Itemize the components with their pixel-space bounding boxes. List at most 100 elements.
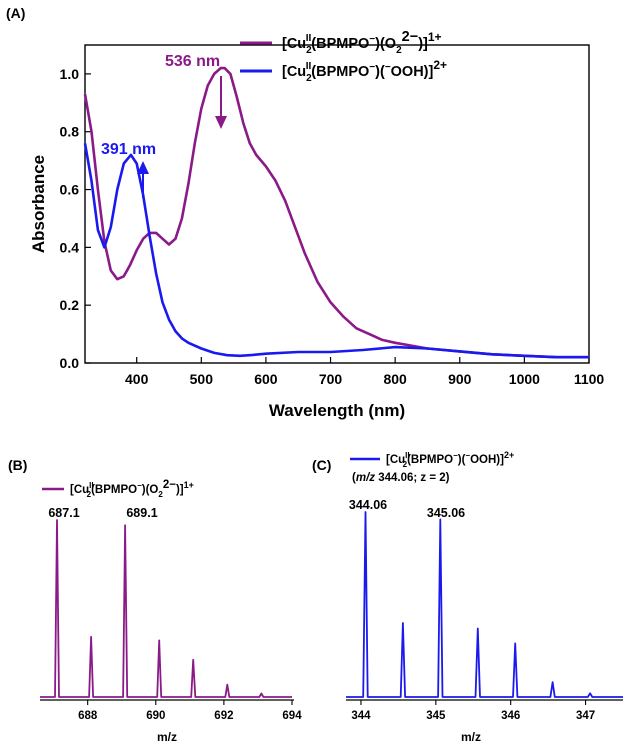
peak-label-687: 687.1 <box>48 506 79 520</box>
data-point <box>588 356 590 358</box>
panel-label-a: (A) <box>6 5 25 21</box>
peak-b <box>226 684 228 686</box>
peak-b <box>90 636 92 638</box>
arrow-536nm-head <box>215 116 227 129</box>
data-point <box>523 355 526 357</box>
data-point <box>275 180 277 182</box>
data-point <box>149 235 151 237</box>
y-tick-label-a: 0.8 <box>60 124 80 140</box>
data-point <box>123 275 125 277</box>
data-point <box>394 346 396 348</box>
data-point <box>242 122 244 124</box>
data-point <box>236 96 238 98</box>
data-point <box>342 316 345 318</box>
peak-b <box>192 659 194 661</box>
peak-label-345: 345.06 <box>427 506 465 520</box>
data-point <box>90 180 93 182</box>
x-tick-label-c: 346 <box>501 710 520 722</box>
data-point <box>368 333 370 335</box>
data-point <box>255 154 257 156</box>
peak-c <box>365 511 366 513</box>
data-point <box>381 339 383 341</box>
data-point <box>207 84 209 87</box>
legend-entry-c: [CuII 2(BPMPO−)(−OOH)]2+ <box>386 450 514 469</box>
data-point <box>116 278 118 280</box>
data-point <box>556 356 558 358</box>
legend-subtext-c: (m/z 344.06; z = 2) <box>352 472 450 484</box>
x-axis-title-a: Wavelength (nm) <box>269 401 405 420</box>
data-point <box>294 226 296 228</box>
data-point <box>265 353 267 355</box>
data-point <box>110 269 112 272</box>
data-point <box>155 272 157 274</box>
data-point <box>181 217 183 220</box>
y-tick-label-a: 1.0 <box>60 66 80 82</box>
data-point <box>174 238 177 240</box>
legend-entry-purple: [Cu2II(BPMPO−)(O22−)]1+ <box>282 29 442 56</box>
x-tick-label-a: 1100 <box>574 371 605 387</box>
panel-label-c: (C) <box>312 457 331 473</box>
data-point <box>84 142 86 144</box>
peak-b <box>158 639 160 641</box>
legend-a: [Cu2II(BPMPO−)(O22−)]1+ [Cu2II(BPMPO−)(−… <box>240 29 447 84</box>
data-point <box>161 301 164 303</box>
x-tick-label-a: 700 <box>319 371 343 387</box>
data-point <box>317 281 319 283</box>
data-point <box>194 142 196 144</box>
data-point <box>426 347 429 350</box>
peak-label-344: 344.06 <box>349 498 387 512</box>
data-point <box>200 347 202 350</box>
data-point <box>187 342 189 344</box>
x-tick-label-c: 345 <box>426 710 446 722</box>
data-point <box>284 200 286 202</box>
peak-c <box>402 622 404 624</box>
data-point <box>168 243 170 246</box>
peak-b <box>260 693 262 694</box>
annotation-536nm: 536 nm <box>165 53 220 70</box>
spectrum-line-c <box>346 511 623 698</box>
data-point <box>213 73 215 75</box>
y-tick-label-a: 0.4 <box>60 239 80 255</box>
data-point <box>297 351 299 353</box>
data-point <box>329 351 332 353</box>
data-point <box>229 73 231 75</box>
data-point <box>161 238 164 240</box>
y-tick-label-a: 0.6 <box>60 182 80 198</box>
data-point <box>252 354 254 356</box>
data-point <box>110 226 112 228</box>
x-tick-label-b: 692 <box>214 710 233 722</box>
data-point <box>116 188 118 191</box>
data-point <box>304 252 306 254</box>
peak-c <box>552 681 554 683</box>
uv-vis-chart: 400 500 600 700 800 900 1000 1100 0.0 0.2 0.4 0.6 0… <box>29 29 604 420</box>
series-line-purple <box>83 66 589 359</box>
peak-c <box>589 692 591 694</box>
series-line-blue <box>83 143 589 359</box>
data-point <box>220 67 222 69</box>
data-point <box>168 319 170 321</box>
data-point <box>142 238 144 240</box>
x-tick-label-b: 694 <box>282 710 302 722</box>
data-point <box>265 165 267 167</box>
peak-c <box>477 628 479 629</box>
x-tick-label-a: 800 <box>383 371 407 387</box>
data-point <box>129 264 131 266</box>
mass-spectrum-b: 688 690 692 694 m/z [CuII 2(BPMPO−)(O22−)]1+… <box>40 479 302 744</box>
data-point <box>239 355 241 357</box>
data-point <box>249 142 251 144</box>
y-tick-label-a: 0.0 <box>60 355 80 371</box>
data-point <box>224 67 226 69</box>
plot-frame-a <box>84 44 590 364</box>
mass-spectrum-c: 344 345 346 347 m/z [CuII 2(BPMPO−)(−OOH)]2+… <box>346 450 623 744</box>
x-tick-label-a: 1000 <box>509 371 540 387</box>
legend-entry-blue: [Cu2II(BPMPO−)(−OOH)]2+ <box>282 58 447 84</box>
data-point <box>355 327 357 329</box>
data-point <box>97 188 99 191</box>
data-point <box>130 154 132 156</box>
data-point <box>187 183 189 185</box>
data-point <box>394 342 396 344</box>
peak-c <box>439 518 441 520</box>
data-point <box>362 349 364 351</box>
annotation-391nm: 391 nm <box>101 141 156 158</box>
